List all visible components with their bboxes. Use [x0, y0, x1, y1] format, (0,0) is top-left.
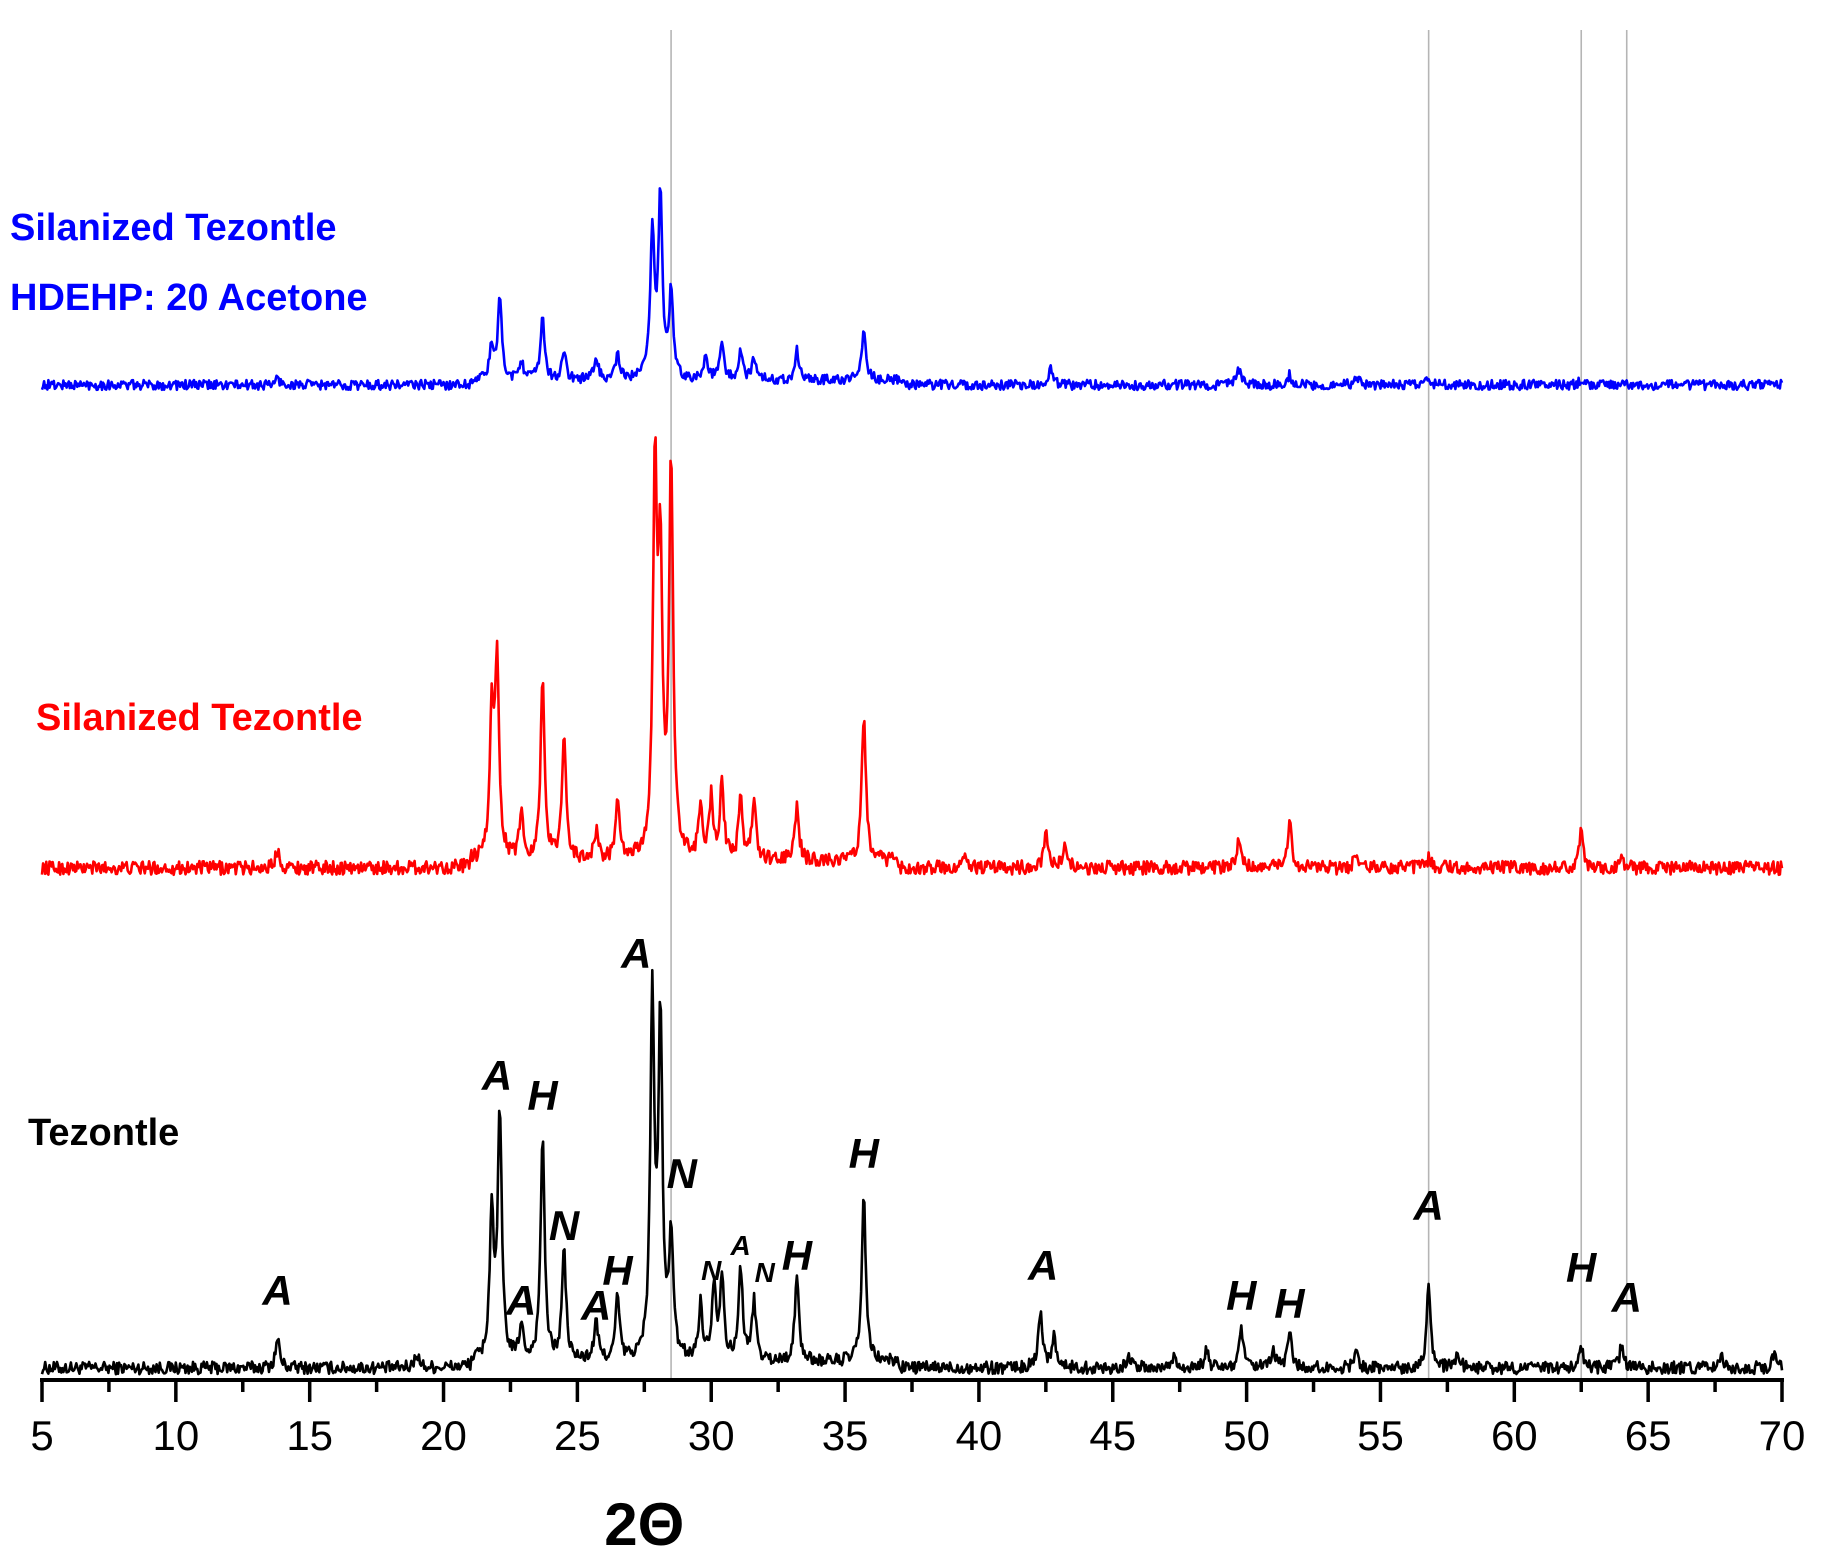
x-tick-label: 50 [1223, 1412, 1270, 1459]
x-tick-label: 30 [688, 1412, 735, 1459]
peak-label: A [1412, 1182, 1443, 1229]
series-label: Silanized Tezontle [36, 697, 363, 739]
series-line [40, 968, 1784, 1376]
peak-label: A [481, 1052, 512, 1099]
peak-label: H [1566, 1244, 1598, 1291]
peak-label: H [527, 1072, 559, 1119]
peak-label: A [261, 1267, 292, 1314]
peak-label: N [755, 1257, 776, 1288]
x-tick-label: 20 [420, 1412, 467, 1459]
x-tick-label: 25 [554, 1412, 601, 1459]
x-tick-label: 45 [1089, 1412, 1136, 1459]
reference-lines [670, 30, 1628, 1380]
series-labels: Tezontle Silanized Tezontle Silanized Tezo… [10, 207, 368, 1154]
x-axis: 5 10 15 20 25 30 35 40 45 50 55 60 65 70 2Θ [30, 1378, 1805, 1558]
peak-label: N [549, 1202, 581, 1249]
x-axis-title: 2Θ [604, 1491, 684, 1558]
x-ticks: 5 10 15 20 25 30 35 40 45 50 55 60 65 70 [30, 1380, 1805, 1459]
peak-label: N [701, 1255, 722, 1286]
x-tick-label: 10 [152, 1412, 199, 1459]
peak-label: N [667, 1150, 699, 1197]
x-tick-label: 55 [1357, 1412, 1404, 1459]
x-tick-label: 35 [822, 1412, 869, 1459]
peak-label: A [1611, 1274, 1642, 1321]
peak-label: H [602, 1247, 634, 1294]
peak-label: A [620, 930, 651, 977]
series-label: Tezontle [28, 1112, 179, 1154]
x-tick-label: 65 [1625, 1412, 1672, 1459]
peak-label: H [782, 1232, 814, 1279]
peak-label: H [849, 1130, 881, 1177]
series-line [40, 436, 1784, 877]
peak-label: A [730, 1230, 751, 1261]
x-tick-label: 5 [30, 1412, 53, 1459]
x-tick-label: 15 [286, 1412, 333, 1459]
peak-label: A [1027, 1242, 1058, 1289]
x-tick-label: 70 [1759, 1412, 1806, 1459]
peak-label: A [580, 1282, 611, 1329]
peak-label: A [505, 1277, 536, 1324]
series-label: HDEHP: 20 Acetone [10, 277, 368, 319]
diffraction-traces [40, 187, 1784, 1376]
series-line [40, 187, 1784, 392]
peak-label: H [1226, 1272, 1258, 1319]
x-tick-label: 40 [956, 1412, 1003, 1459]
series-label: Silanized Tezontle [10, 207, 337, 249]
x-tick-label: 60 [1491, 1412, 1538, 1459]
peak-label: H [1274, 1280, 1306, 1327]
